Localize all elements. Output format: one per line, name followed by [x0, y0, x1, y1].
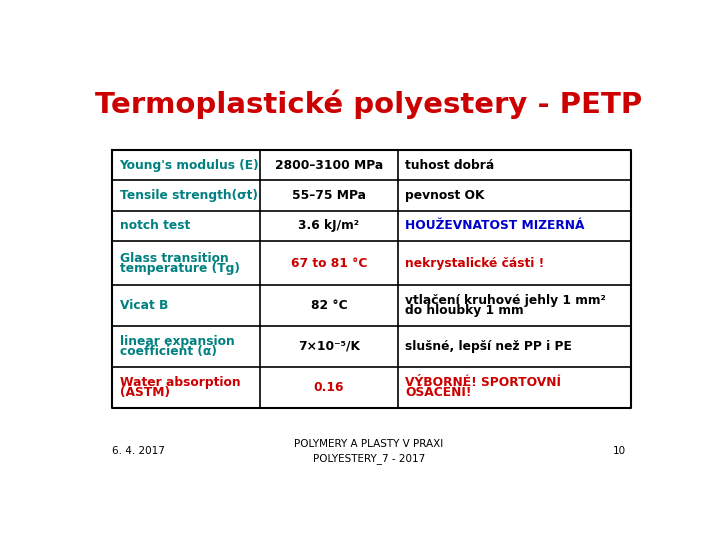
Text: 6. 4. 2017: 6. 4. 2017: [112, 447, 165, 456]
Text: temperature (Tg): temperature (Tg): [120, 261, 240, 274]
Text: VÝBORNÉ! SPORTOVNÍ: VÝBORNÉ! SPORTOVNÍ: [405, 376, 561, 389]
Text: 55–75 MPa: 55–75 MPa: [292, 189, 366, 202]
Text: linear expansion: linear expansion: [120, 335, 234, 348]
Text: Vicat B: Vicat B: [120, 299, 168, 312]
Text: Water absorption: Water absorption: [120, 376, 240, 389]
Text: 67 to 81 °C: 67 to 81 °C: [291, 256, 367, 269]
Text: Young's modulus (E): Young's modulus (E): [120, 159, 259, 172]
Text: HOUŽEVNATOST MIZERNÁ: HOUŽEVNATOST MIZERNÁ: [405, 219, 585, 232]
Text: coefficient (α): coefficient (α): [120, 345, 217, 358]
Text: pevnost OK: pevnost OK: [405, 189, 485, 202]
Text: vtlačení kruhové jehly 1 mm²: vtlačení kruhové jehly 1 mm²: [405, 294, 606, 307]
Text: 10: 10: [613, 447, 626, 456]
Text: POLYMERY A PLASTY V PRAXI
POLYESTERY_7 - 2017: POLYMERY A PLASTY V PRAXI POLYESTERY_7 -…: [294, 439, 444, 464]
Text: 7×10⁻⁵/K: 7×10⁻⁵/K: [298, 340, 360, 353]
Text: 3.6 kJ/m²: 3.6 kJ/m²: [298, 219, 359, 232]
Text: Glass transition: Glass transition: [120, 252, 228, 265]
Text: 0.16: 0.16: [314, 381, 344, 394]
Text: OŠACENÍ!: OŠACENÍ!: [405, 386, 472, 399]
Text: do hloubky 1 mm: do hloubky 1 mm: [405, 304, 523, 317]
Text: 82 °C: 82 °C: [310, 299, 347, 312]
Text: notch test: notch test: [120, 219, 190, 232]
Text: nekrystalické části !: nekrystalické části !: [405, 256, 544, 269]
Text: slušné, lepší než PP i PE: slušné, lepší než PP i PE: [405, 340, 572, 353]
Text: Termoplastické polyestery - PETP: Termoplastické polyestery - PETP: [95, 90, 643, 119]
Text: (ASTM): (ASTM): [120, 386, 170, 399]
Text: 2800–3100 MPa: 2800–3100 MPa: [275, 159, 383, 172]
Text: Tensile strength(σt): Tensile strength(σt): [120, 189, 258, 202]
Text: tuhost dobrá: tuhost dobrá: [405, 159, 494, 172]
